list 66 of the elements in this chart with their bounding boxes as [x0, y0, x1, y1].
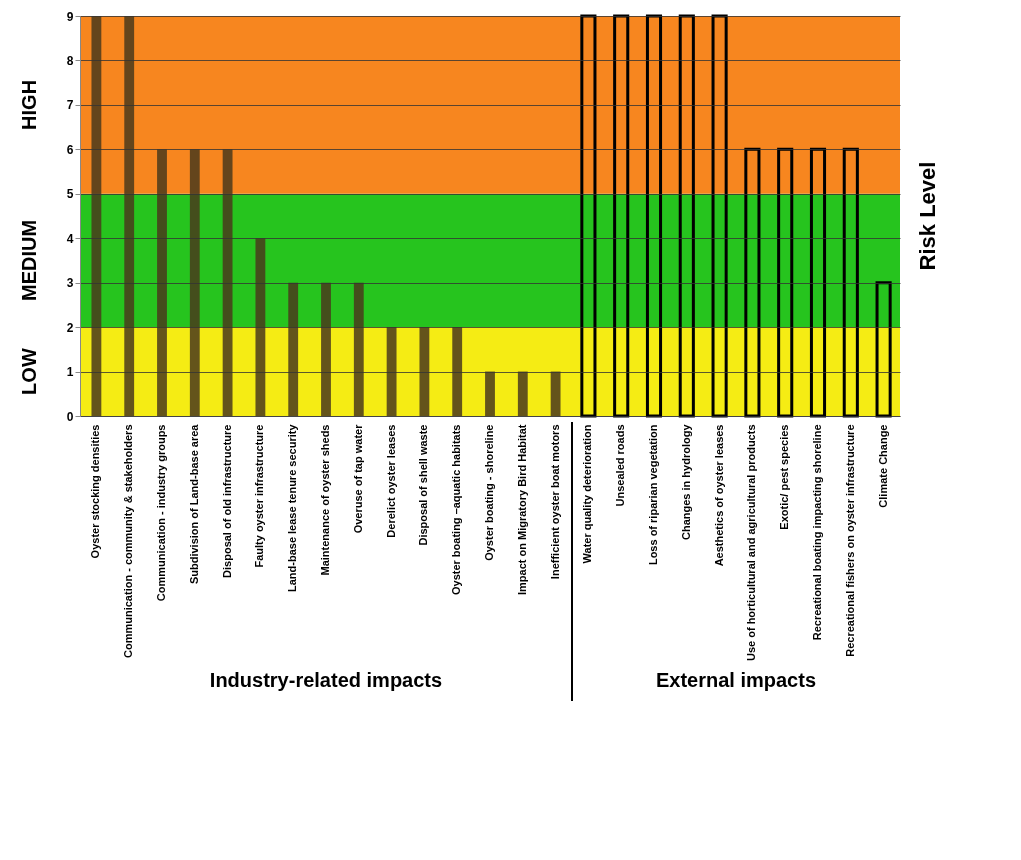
y-tick-label: 0: [66, 409, 74, 424]
bar: [222, 149, 233, 416]
y-tick-label: 4: [66, 231, 74, 246]
x-tick-label: Communication - community & stakeholders: [122, 424, 135, 658]
x-tick-label: Inefficient oyster boat motors: [548, 424, 561, 580]
bar: [517, 371, 528, 416]
x-tick-label: Water quality deterioration: [581, 424, 594, 564]
band-label: HIGH: [18, 79, 40, 130]
x-tick-label: Derelict oyster leases: [384, 424, 397, 538]
bar: [288, 282, 299, 416]
x-tick-label: Land-base lease tenure security: [286, 423, 299, 593]
bar: [809, 147, 827, 418]
x-tick-label: Oyster boating –aquatic habitats: [450, 424, 463, 596]
bar: [777, 147, 794, 418]
bar: [157, 149, 167, 416]
x-tick-label: Oyster stocking densities: [89, 424, 102, 559]
x-tick-label: Communication - industry groups: [155, 424, 167, 602]
y-tick-label: 8: [66, 53, 74, 68]
text: External impacts: [654, 669, 818, 692]
bar: [452, 327, 463, 416]
x-tick-label: Unsealed roads: [614, 424, 627, 507]
text: Industry-related impacts: [208, 669, 444, 692]
bar: [613, 14, 630, 418]
bar: [744, 147, 761, 418]
bar: [353, 282, 364, 416]
x-tick-label: Recreational fishers on oyster infrastructure: [843, 424, 856, 657]
bar: [645, 14, 663, 418]
y-tick-label: 5: [66, 187, 74, 202]
x-tick-label: Climate Change: [876, 424, 889, 508]
x-tick-label: Disposal of shell waste: [417, 424, 430, 546]
bar: [485, 371, 495, 416]
band-label: LOW: [18, 348, 40, 395]
bar: [711, 14, 728, 418]
bar: [550, 371, 561, 416]
bar: [678, 14, 695, 418]
y-tick-label: 6: [66, 142, 74, 157]
bar: [580, 14, 597, 418]
x-tick-label: Aesthetics of oyster leases: [712, 424, 725, 567]
x-tick-label: Overuse of tap water: [351, 423, 364, 534]
bar: [255, 238, 266, 416]
y-tick-label: 7: [66, 98, 74, 113]
x-tick-label: Maintenance of oyster sheds: [319, 424, 331, 576]
bar: [189, 149, 200, 416]
bar: [842, 147, 859, 418]
y2-axis-title: Risk Level: [915, 161, 940, 271]
x-tick-label: Use of horticultural and agricultural products: [745, 424, 758, 662]
bar: [124, 16, 135, 416]
x-tick-label: Impact on Migratory Bird Habitat: [515, 424, 528, 596]
y-tick-label: 9: [66, 9, 74, 24]
y-tick-label: 2: [66, 320, 74, 335]
bar: [91, 16, 102, 416]
bar: [419, 327, 430, 416]
band-label: MEDIUM: [18, 219, 40, 301]
x-tick-label: Loss of riparian vegetation: [647, 424, 659, 566]
x-tick-label: Recreational boating impacting shoreline: [811, 424, 823, 641]
x-tick-label: Changes in hydrology: [679, 423, 692, 541]
y-tick-label: 1: [66, 365, 74, 380]
x-tick-label: Subdivision of Land-base area: [187, 423, 200, 585]
x-tick-label: Disposal of old infrastructure: [220, 424, 233, 578]
bar: [875, 281, 892, 418]
x-tick-label: Exotic/ pest species: [778, 424, 791, 530]
bar: [386, 327, 397, 416]
bar: [321, 282, 331, 416]
y-tick-label: 3: [66, 276, 74, 291]
x-tick-label: Faulty oyster infrastructure: [253, 424, 266, 568]
x-tick-label: Oyster boating - shoreline: [483, 424, 495, 561]
